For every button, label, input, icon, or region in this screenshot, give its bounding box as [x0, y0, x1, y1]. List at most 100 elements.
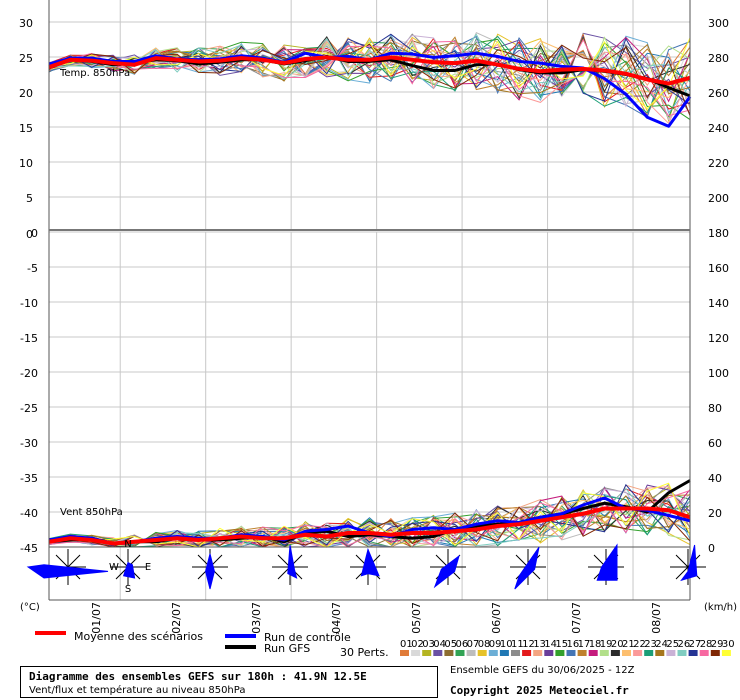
wind-right-tick: 140	[708, 297, 729, 310]
wind-rose-shape	[122, 561, 136, 579]
pert-number: 19	[600, 639, 613, 650]
pert-number: 29	[711, 639, 724, 650]
main-series-lines	[48, 51, 692, 546]
temperature-panel-label: Temp. 850hPa	[59, 68, 130, 79]
temp-right-tick: 280	[708, 52, 729, 65]
right-unit-label: (km/h)	[704, 602, 737, 613]
pert-swatch	[444, 650, 454, 656]
wind-panel-label: Vent 850hPa	[60, 507, 123, 518]
wind-rose-shape	[205, 553, 215, 590]
pert-swatch	[433, 650, 443, 656]
pert-swatch	[533, 650, 543, 656]
pert-swatch	[710, 650, 720, 656]
pert-swatch	[422, 650, 432, 656]
legend-perts-label: 30 Perts.	[340, 646, 389, 659]
pert-swatch	[522, 650, 532, 656]
wind-rose	[350, 547, 386, 585]
pert-swatch	[400, 650, 409, 656]
footer-box: Diagramme des ensembles GEFS sur 180h : …	[20, 666, 438, 698]
wind-left-tick: -10	[20, 297, 38, 310]
pert-number: 23	[644, 639, 657, 650]
temp-perturbation-line	[48, 34, 691, 121]
pert-number: 04	[433, 639, 446, 650]
pert-number: 08	[478, 639, 491, 650]
x-axis-date-label: 02/07	[170, 602, 183, 634]
wind-perturbation-line	[48, 482, 691, 548]
temp-right-tick: 220	[708, 157, 729, 170]
wind-rose-shape	[287, 544, 298, 579]
footer-subtitle: Vent/flux et température au niveau 850hP…	[29, 685, 246, 696]
temp-right-tick: 260	[708, 87, 729, 100]
pert-swatch	[688, 650, 698, 656]
pert-number: 05	[444, 639, 457, 650]
compass-east: E	[145, 562, 151, 573]
pert-number: 14	[544, 639, 557, 650]
pert-swatch	[577, 650, 587, 656]
temp-perturbation-line	[48, 38, 691, 117]
compass-north: N	[124, 539, 131, 550]
pert-number: 06	[456, 639, 469, 650]
wind-left-tick: -30	[20, 437, 38, 450]
pert-swatch	[555, 650, 565, 656]
compass-west: W	[109, 562, 119, 573]
pert-number: 09	[489, 639, 502, 650]
temp-left-tick: 5	[26, 192, 33, 205]
wind-rose	[192, 549, 228, 590]
pert-number: 24	[655, 639, 668, 650]
pert-number: 12	[522, 639, 535, 650]
wind-rose-shape	[680, 544, 698, 582]
wind-left-tick: -5	[27, 262, 38, 275]
x-axis-date-label: 08/07	[650, 602, 663, 634]
temperature-panel-grid	[49, 0, 690, 233]
wind-rose	[272, 544, 308, 585]
x-axis-date-label: 06/07	[490, 602, 503, 634]
temp-left-tick: 0	[26, 228, 33, 241]
wind-right-tick: 160	[708, 262, 729, 275]
temp-right-tick: 240	[708, 122, 729, 135]
wind-rose: N S E W	[109, 539, 151, 595]
temp-mean-line	[48, 55, 691, 86]
pert-number: 28	[700, 639, 713, 650]
wind-mean-line	[48, 506, 691, 546]
copyright: Copyright 2025 Meteociel.fr	[450, 684, 629, 697]
temp-right-tick: 200	[708, 192, 729, 205]
panel-frames	[48, 0, 691, 601]
footer-title: Diagramme des ensembles GEFS sur 180h : …	[29, 670, 367, 683]
wind-right-tick: 80	[708, 402, 722, 415]
wind-left-tick: -25	[20, 402, 38, 415]
wind-rose	[510, 546, 546, 590]
pert-number: 11	[511, 639, 524, 650]
x-axis-date-label: 05/07	[410, 602, 423, 634]
pert-swatch	[566, 650, 576, 656]
pert-number: 16	[567, 639, 580, 650]
wind-rose	[26, 549, 109, 585]
wind-left-tick: 0	[31, 227, 38, 240]
temp-left-tick: 10	[19, 157, 33, 170]
pert-swatch	[544, 650, 554, 656]
wind-rose-shape	[433, 554, 460, 589]
temp-perturbation-line	[48, 33, 691, 99]
left-unit-label: (°C)	[20, 602, 40, 613]
wind-right-tick: 100	[708, 367, 729, 380]
x-axis-labels: 01/07 02/07 03/07 04/07 05/07 06/07 07/07 08/07	[90, 602, 663, 634]
temp-perturbation-line	[48, 37, 691, 110]
wind-right-tick: 180	[708, 227, 729, 240]
x-axis-date-label: 07/07	[570, 602, 583, 634]
wind-rose-shape	[26, 564, 109, 579]
wind-left-tick: -20	[20, 367, 38, 380]
wind-left-tick: -45	[20, 542, 38, 555]
pert-swatch	[699, 650, 709, 656]
x-axis-date-label: 04/07	[330, 602, 343, 634]
wind-right-tick: 20	[708, 507, 722, 520]
pert-swatch	[599, 650, 609, 656]
pert-number: 03	[422, 639, 435, 650]
temp-perturbation-line	[48, 37, 691, 95]
temp-left-tick: 15	[19, 122, 33, 135]
wind-rose-shape	[360, 547, 380, 577]
pert-number: 25	[666, 639, 679, 650]
pert-swatch	[644, 650, 654, 656]
pert-number: 15	[555, 639, 568, 650]
pert-swatch	[622, 650, 631, 656]
legend-mean-label: Moyenne des scénarios	[74, 630, 203, 643]
perturbation-legend: 0102030405060708091011121314151617181920…	[400, 639, 735, 656]
